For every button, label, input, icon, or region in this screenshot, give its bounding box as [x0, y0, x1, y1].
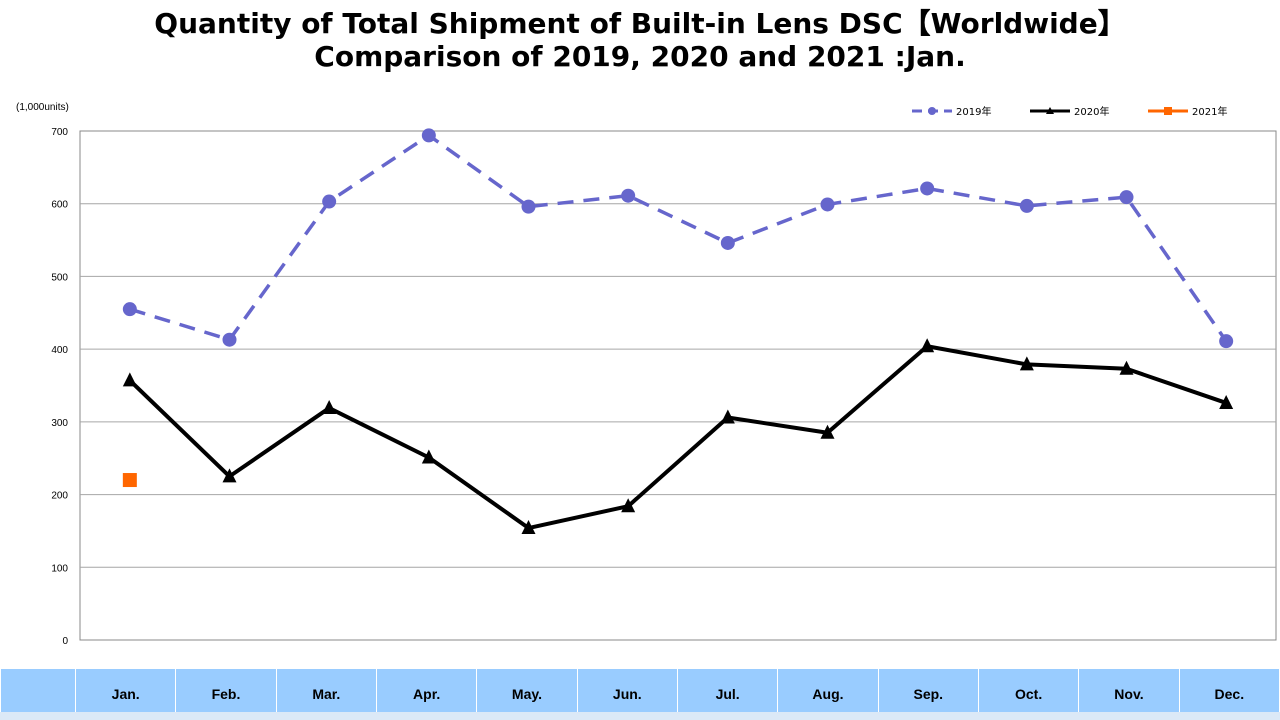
y-tick-label: 400: [51, 345, 68, 356]
x-category-label: Feb.: [175, 668, 277, 720]
data-point-2019年: [421, 128, 436, 143]
data-point-2019年: [1219, 334, 1234, 349]
x-category-label: Jul.: [676, 668, 779, 720]
y-tick-label: 200: [51, 491, 68, 502]
x-category-label: Oct.: [977, 668, 1080, 720]
data-point-2019年: [820, 197, 835, 212]
month-table-stub: [0, 668, 76, 720]
data-point-2019年: [621, 188, 636, 203]
data-point-2020年: [521, 520, 536, 535]
y-tick-label: 500: [51, 272, 68, 283]
y-unit-label: (1,000units): [16, 102, 69, 113]
x-category-label: Jan.: [74, 668, 177, 720]
legend-marker-2020年: [1046, 107, 1054, 114]
x-category-label: Apr.: [375, 668, 478, 720]
y-tick-label: 700: [51, 127, 68, 138]
data-point-2021年: [122, 473, 137, 488]
data-point-2020年: [621, 498, 636, 513]
data-point-2020年: [1019, 356, 1034, 371]
x-category-label: Jun.: [576, 668, 678, 720]
y-tick-label: 0: [62, 636, 68, 647]
y-tick-label: 600: [51, 200, 68, 211]
y-tick-label: 100: [51, 563, 68, 574]
legend-marker-2019年: [928, 107, 936, 115]
data-point-2019年: [322, 194, 337, 209]
month-table-bottom-strip: [0, 712, 1280, 720]
series-line-2019年: [129, 133, 1228, 343]
legend-label: 2020年: [1074, 105, 1109, 118]
data-point-2019年: [1019, 198, 1034, 213]
legend-label: 2021年: [1192, 105, 1227, 118]
x-category-label: Aug.: [777, 668, 879, 720]
data-point-2020年: [820, 424, 835, 439]
chart-title-line-1: Quantity of Total Shipment of Built-in L…: [154, 7, 1126, 40]
month-row: Jan. Feb. Mar. Apr. May. Jun. Jul. Aug. Sep. Oct.…: [0, 668, 1280, 720]
data-point-2019年: [122, 302, 137, 317]
data-point-2020年: [720, 409, 735, 424]
data-point-2020年: [1119, 360, 1134, 375]
data-point-2020年: [322, 400, 337, 415]
line-chart: 0 100 200 300 400 500 600 700 (1,000units) 2019年 2…: [16, 102, 1277, 647]
x-category-label: Sep.: [877, 668, 979, 720]
legend-label: 2019年: [956, 105, 991, 118]
x-category-label: Nov.: [1078, 668, 1180, 720]
series-line-2020年: [128, 344, 1227, 531]
data-point-2020年: [222, 468, 237, 483]
chart-title-line-2: Comparison of 2019, 2020 and 2021 :Jan.: [314, 40, 966, 73]
x-category-label: Dec.: [1178, 668, 1280, 720]
data-point-2019年: [1119, 190, 1134, 205]
data-point-2019年: [720, 235, 735, 250]
plot-area: [79, 130, 1277, 641]
data-point-2020年: [1219, 394, 1234, 409]
month-table: Jan. Feb. Mar. Apr. May. Jun. Jul. Aug. Sep. Oct.…: [0, 668, 1280, 720]
legend-marker-2021年: [1164, 107, 1172, 115]
x-category-label: Mar.: [275, 668, 377, 720]
x-category-label: May.: [476, 668, 578, 720]
data-point-2019年: [920, 181, 935, 196]
data-point-2020年: [122, 372, 137, 387]
data-point-2020年: [920, 338, 935, 353]
data-point-2019年: [521, 199, 536, 214]
y-tick-label: 300: [51, 418, 68, 429]
data-point-2019年: [222, 332, 237, 347]
data-point-2020年: [421, 449, 436, 464]
